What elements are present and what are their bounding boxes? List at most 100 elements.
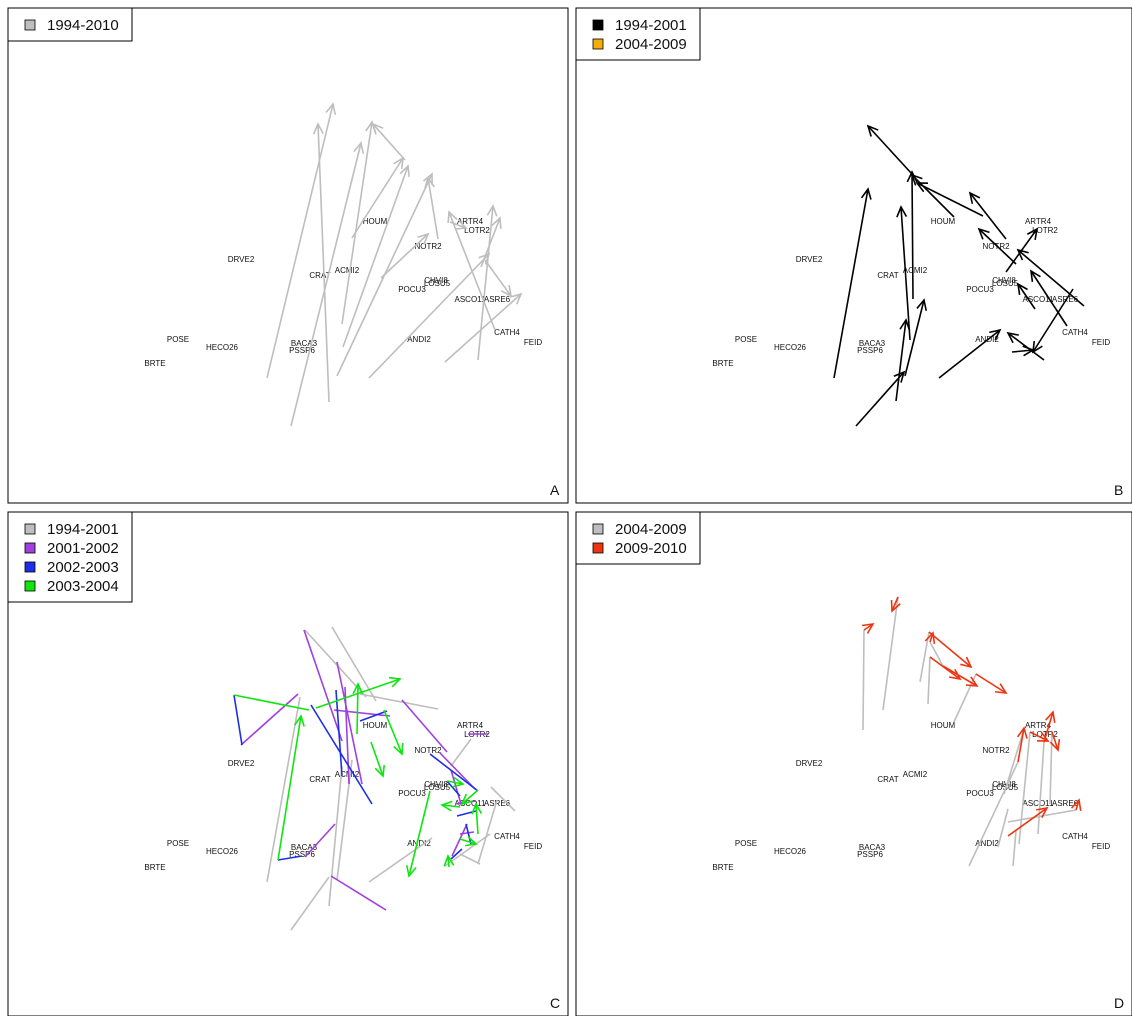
species-label-brte: BRTE bbox=[712, 863, 733, 872]
arrow-b-18-head bbox=[1022, 345, 1035, 357]
arrow-a-16 bbox=[449, 221, 467, 229]
trajectory-c-7 bbox=[368, 837, 433, 883]
trajectory-c-39-head bbox=[388, 676, 402, 688]
species-label-houm: HOUM bbox=[363, 721, 388, 730]
species-label-notr2: NOTR2 bbox=[414, 746, 442, 755]
species-label-asco11: ASCO11 bbox=[1023, 295, 1055, 304]
arrow-b-1-head bbox=[893, 370, 906, 383]
species-label-cath4: CATH4 bbox=[1062, 832, 1088, 841]
trajectory-d-5 bbox=[953, 673, 977, 723]
trajectory-c-24 bbox=[450, 769, 462, 805]
trajectory-d-14-head bbox=[861, 622, 875, 634]
species-label-houm: HOUM bbox=[931, 721, 956, 730]
legend-swatch bbox=[592, 38, 604, 50]
species-label-artr4: ARTR4 bbox=[457, 217, 484, 226]
species-label-drve2: DRVE2 bbox=[228, 759, 255, 768]
trajectory-c-38-head bbox=[294, 714, 305, 727]
arrow-a-13-head bbox=[417, 232, 430, 245]
trajectory-c-44 bbox=[461, 789, 479, 805]
trajectory-c-38 bbox=[277, 715, 302, 861]
arrow-b-12 bbox=[1017, 249, 1085, 307]
legend-label: 2004-2009 bbox=[615, 521, 687, 538]
species-label-asco11: ASCO11 bbox=[455, 295, 487, 304]
species-label-losu5: LOSU5 bbox=[424, 783, 451, 792]
legend-swatch bbox=[24, 542, 36, 554]
species-label-crat: CRAT bbox=[309, 271, 330, 280]
arrow-a-8 bbox=[444, 293, 522, 363]
trajectory-d-9 bbox=[1012, 830, 1017, 867]
trajectory-d-26-head bbox=[1070, 798, 1082, 811]
species-label-brte: BRTE bbox=[144, 863, 165, 872]
legend-box bbox=[575, 7, 701, 61]
arrow-b-12-head bbox=[1016, 248, 1029, 261]
species-label-pocu3: POCU3 bbox=[398, 285, 426, 294]
species-label-andi2: ANDI2 bbox=[975, 839, 999, 848]
trajectory-c-43-head bbox=[405, 865, 417, 878]
arrow-b-13 bbox=[1005, 228, 1038, 273]
panel-frame bbox=[575, 7, 1132, 504]
trajectory-d-7 bbox=[997, 808, 1009, 848]
trajectory-d-4 bbox=[929, 641, 944, 667]
arrow-a-3 bbox=[341, 121, 373, 325]
trajectory-c-41 bbox=[383, 709, 403, 755]
species-label-heco26: HECO26 bbox=[206, 847, 239, 856]
arrow-a-14-head bbox=[500, 285, 513, 298]
species-label-asre6: ASRE6 bbox=[1052, 295, 1079, 304]
arrow-a-10-head bbox=[486, 204, 498, 217]
trajectory-c-15 bbox=[330, 875, 387, 911]
species-label-asre6: ASRE6 bbox=[484, 295, 511, 304]
trajectory-c-22 bbox=[439, 752, 476, 790]
arrow-a-11 bbox=[448, 211, 496, 331]
trajectory-c-42-head bbox=[374, 764, 386, 778]
arrow-b-15-head bbox=[1029, 269, 1041, 283]
legend: 1994-2010 bbox=[7, 7, 133, 42]
arrow-a-5 bbox=[342, 165, 409, 348]
species-label-acmi2: ACMI2 bbox=[903, 770, 928, 779]
trajectory-c-5 bbox=[331, 626, 377, 702]
species-label-brte: BRTE bbox=[712, 359, 733, 368]
species-label-pose: POSE bbox=[735, 839, 757, 848]
trajectory-d-23 bbox=[1051, 731, 1059, 751]
arrow-b-8-head bbox=[989, 328, 1002, 341]
arrow-b-7-head bbox=[866, 124, 879, 137]
arrow-a-0 bbox=[266, 103, 334, 379]
panel-frame bbox=[575, 511, 1132, 1016]
arrow-b-15 bbox=[1030, 270, 1068, 327]
species-label-brte: BRTE bbox=[144, 359, 165, 368]
arrow-a-14 bbox=[484, 259, 512, 297]
legend-label: 1994-2010 bbox=[47, 17, 119, 34]
arrow-b-9 bbox=[916, 182, 984, 217]
trajectory-d-11 bbox=[1037, 741, 1045, 835]
legend-label: 1994-2001 bbox=[615, 17, 687, 34]
trajectory-d-25-head bbox=[1036, 806, 1049, 819]
trajectory-c-46 bbox=[441, 804, 461, 808]
arrow-b-16 bbox=[1032, 288, 1074, 353]
trajectory-c-28 bbox=[277, 855, 303, 861]
trajectory-c-47-head bbox=[465, 835, 478, 847]
trajectory-c-18 bbox=[344, 686, 350, 785]
arrow-a-7 bbox=[368, 253, 490, 379]
species-label-losu5: LOSU5 bbox=[424, 279, 451, 288]
species-label-acmi2: ACMI2 bbox=[903, 266, 928, 275]
trajectory-c-0 bbox=[290, 876, 330, 931]
species-label-asco11: ASCO11 bbox=[455, 799, 487, 808]
legend-label: 2009-2010 bbox=[615, 540, 687, 557]
trajectory-c-19 bbox=[333, 709, 391, 717]
trajectory-d-18-head bbox=[949, 668, 962, 681]
species-label-drve2: DRVE2 bbox=[796, 759, 823, 768]
trajectory-c-49-head bbox=[443, 854, 455, 867]
legend-swatch bbox=[592, 523, 604, 535]
arrow-a-6-head bbox=[422, 172, 433, 186]
arrow-b-14 bbox=[1017, 283, 1036, 310]
trajectory-c-47 bbox=[459, 838, 477, 845]
species-label-pose: POSE bbox=[167, 839, 189, 848]
trajectory-d-23-head bbox=[1049, 738, 1061, 752]
species-label-acmi2: ACMI2 bbox=[335, 770, 360, 779]
species-label-pocu3: POCU3 bbox=[398, 789, 426, 798]
legend-swatch bbox=[24, 580, 36, 592]
species-label-houm: HOUM bbox=[363, 217, 388, 226]
arrow-b-11 bbox=[978, 228, 1017, 265]
trajectory-c-40-head bbox=[352, 682, 364, 695]
trajectory-d-10 bbox=[1018, 731, 1031, 845]
